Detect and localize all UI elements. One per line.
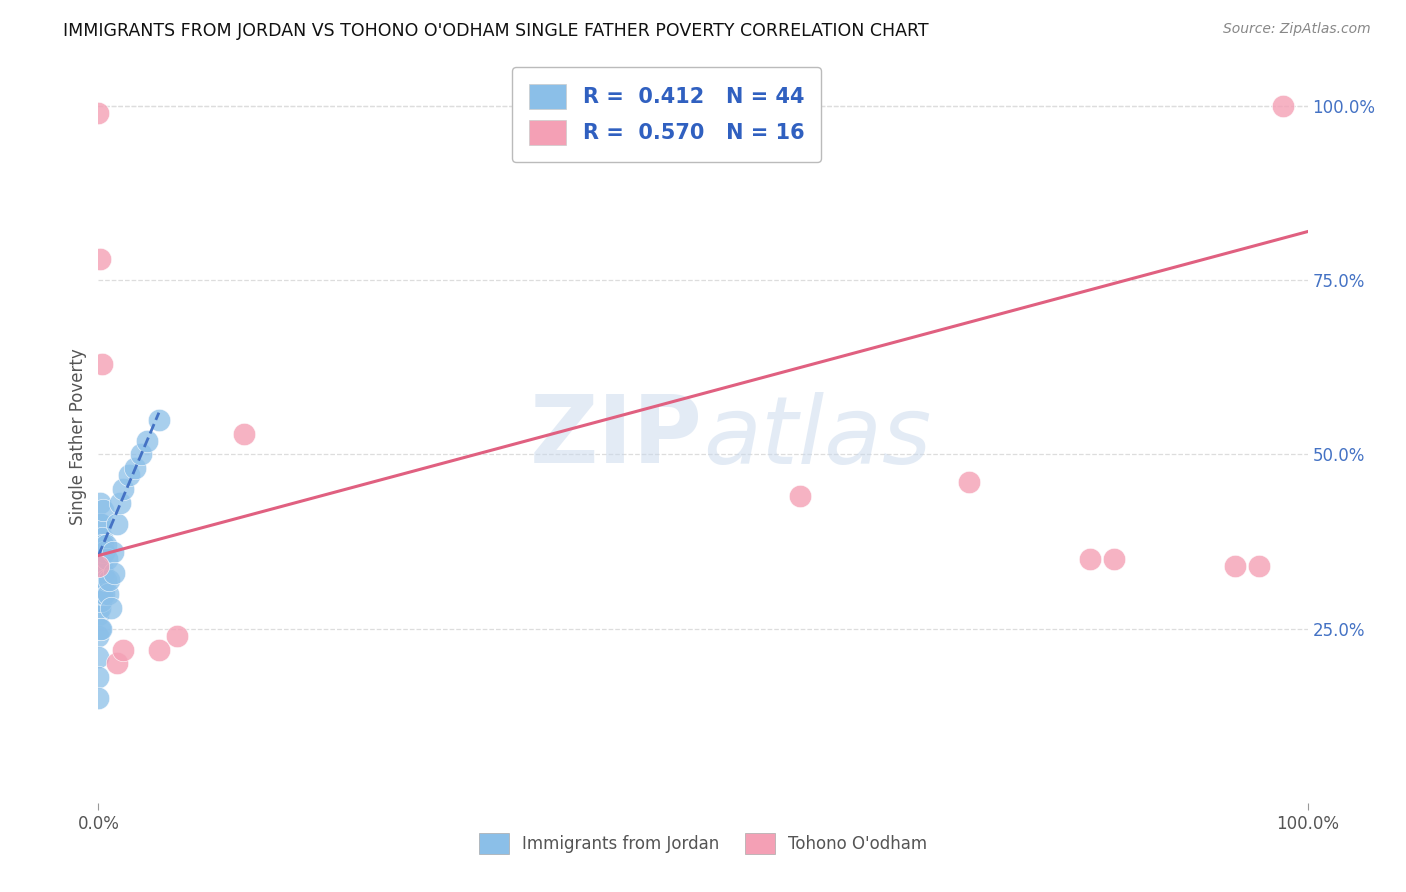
Point [87, 649, 110, 664]
Point [91, 587, 114, 601]
Point [87, 531, 110, 545]
Point [1223, 558, 1246, 573]
Point [111, 483, 134, 497]
Point [105, 517, 128, 532]
Point [789, 489, 811, 503]
Point [101, 545, 124, 559]
Point [1078, 552, 1101, 566]
Point [97, 587, 120, 601]
Point [1102, 552, 1125, 566]
Point [148, 412, 170, 426]
Point [100, 600, 122, 615]
Text: ZIP: ZIP [530, 391, 703, 483]
Point [103, 566, 125, 580]
Point [232, 426, 254, 441]
Point [89, 600, 111, 615]
Text: IMMIGRANTS FROM JORDAN VS TOHONO O'ODHAM SINGLE FATHER POVERTY CORRELATION CHART: IMMIGRANTS FROM JORDAN VS TOHONO O'ODHAM… [63, 22, 929, 40]
Point [87, 670, 110, 684]
Point [90, 594, 112, 608]
Point [957, 475, 980, 490]
Point [108, 496, 131, 510]
Text: atlas: atlas [703, 392, 931, 483]
Point [93, 587, 115, 601]
Point [87, 587, 110, 601]
Point [94, 538, 117, 552]
Point [87, 106, 110, 120]
Point [135, 434, 157, 448]
Point [89, 517, 111, 532]
Point [111, 642, 134, 657]
Point [89, 622, 111, 636]
Point [148, 642, 170, 657]
Point [91, 531, 114, 545]
Point [90, 622, 112, 636]
Point [87, 629, 110, 643]
Point [89, 538, 111, 552]
Point [89, 558, 111, 573]
Point [89, 580, 111, 594]
Point [93, 545, 115, 559]
Point [118, 468, 141, 483]
Point [91, 566, 114, 580]
Point [91, 503, 114, 517]
Point [90, 538, 112, 552]
Point [166, 629, 188, 643]
Text: Source: ZipAtlas.com: Source: ZipAtlas.com [1223, 22, 1371, 37]
Point [89, 252, 111, 267]
Point [87, 558, 110, 573]
Point [94, 573, 117, 587]
Point [1249, 558, 1271, 573]
Point [87, 558, 110, 573]
Point [105, 657, 128, 671]
Point [91, 538, 114, 552]
Legend: Immigrants from Jordan, Tohono O'odham: Immigrants from Jordan, Tohono O'odham [472, 827, 934, 860]
Point [87, 607, 110, 622]
Point [98, 573, 121, 587]
Point [91, 357, 114, 371]
Point [91, 558, 114, 573]
Point [89, 496, 111, 510]
Point [124, 461, 146, 475]
Point [87, 691, 110, 706]
Point [1272, 99, 1295, 113]
Y-axis label: Single Father Poverty: Single Father Poverty [69, 349, 87, 525]
Point [96, 552, 118, 566]
Point [90, 566, 112, 580]
Point [90, 517, 112, 532]
Point [129, 448, 152, 462]
